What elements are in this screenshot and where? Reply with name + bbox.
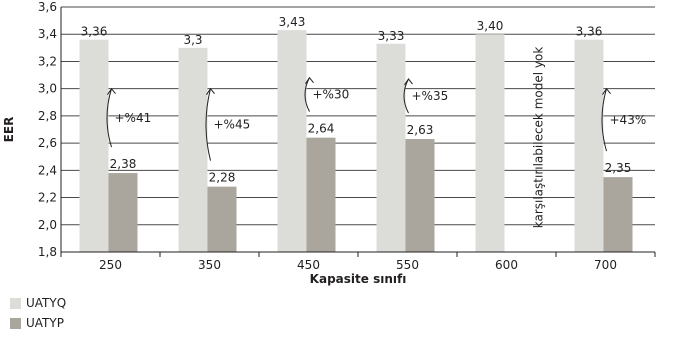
value-label-uatyp: 2,28 <box>209 171 236 185</box>
increase-annotation: +%35 <box>412 89 449 103</box>
bar-uatyp <box>306 137 336 252</box>
legend-item-uatyq: UATYQ <box>10 296 66 310</box>
y-tick-label: 2,0 <box>38 218 57 232</box>
bar-uatyq <box>574 39 604 252</box>
increase-annotation: +%45 <box>214 118 251 132</box>
legend-item-uatyp: UATYP <box>10 316 64 330</box>
legend-swatch-uatyp <box>10 317 21 329</box>
value-label-uatyq: 3,3 <box>183 33 202 47</box>
x-tick-label: 700 <box>594 258 617 272</box>
x-tick-label: 550 <box>396 258 419 272</box>
arrow-head <box>602 87 611 95</box>
y-tick-label: 3,6 <box>38 0 57 14</box>
legend-label-uatyp: UATYP <box>26 316 64 330</box>
legend-swatch-uatyq <box>10 297 21 309</box>
y-axis-title: EER <box>2 117 16 143</box>
bar-uatyp <box>207 186 237 252</box>
y-tick-label: 3,2 <box>38 54 57 68</box>
value-label-uatyp: 2,64 <box>308 122 335 136</box>
value-label-uatyq: 3,36 <box>576 25 603 39</box>
increase-arrow <box>205 88 211 161</box>
value-label-uatyq: 3,33 <box>378 29 405 43</box>
bar-uatyq <box>475 34 505 252</box>
x-axis-title: Kapasite sınıfı <box>310 272 407 286</box>
x-tick-label: 250 <box>99 258 122 272</box>
x-tick-label: 350 <box>198 258 221 272</box>
arrow-head <box>305 76 314 84</box>
arrow-head <box>404 78 413 86</box>
value-label-uatyq: 3,40 <box>477 19 504 33</box>
bar-uatyp <box>108 173 138 252</box>
y-tick-label: 2,6 <box>38 136 57 150</box>
bar-uatyp <box>405 139 435 252</box>
value-label-uatyq: 3,43 <box>279 15 306 29</box>
y-tick-label: 2,4 <box>38 163 57 177</box>
bar-uatyp <box>603 177 633 252</box>
no-comparable-model-note: karşılaştırılabilecek model yok <box>532 47 546 229</box>
increase-annotation: +%30 <box>313 88 350 102</box>
bar-uatyq <box>178 47 208 253</box>
y-tick-label: 2,8 <box>38 109 57 123</box>
value-label-uatyq: 3,36 <box>81 25 108 39</box>
y-tick-label: 1,8 <box>38 245 57 259</box>
increase-arrow <box>601 88 607 152</box>
value-label-uatyp: 2,38 <box>110 157 137 171</box>
value-label-uatyp: 2,35 <box>605 161 632 175</box>
x-tick-label: 450 <box>297 258 320 272</box>
bar-uatyq <box>79 39 109 252</box>
y-tick-label: 3,0 <box>38 82 57 96</box>
arrow-head <box>206 87 215 95</box>
bar-uatyq <box>376 43 406 252</box>
y-tick-label: 3,4 <box>38 27 57 41</box>
increase-annotation: +%41 <box>115 111 152 125</box>
bar-uatyq <box>277 30 307 253</box>
legend-label-uatyq: UATYQ <box>26 296 67 310</box>
arrow-head <box>107 87 116 95</box>
value-label-uatyp: 2,63 <box>407 123 434 137</box>
increase-annotation: +43% <box>610 113 647 127</box>
y-tick-label: 2,2 <box>38 191 57 205</box>
increase-arrow <box>106 88 112 148</box>
x-tick-label: 600 <box>495 258 518 272</box>
